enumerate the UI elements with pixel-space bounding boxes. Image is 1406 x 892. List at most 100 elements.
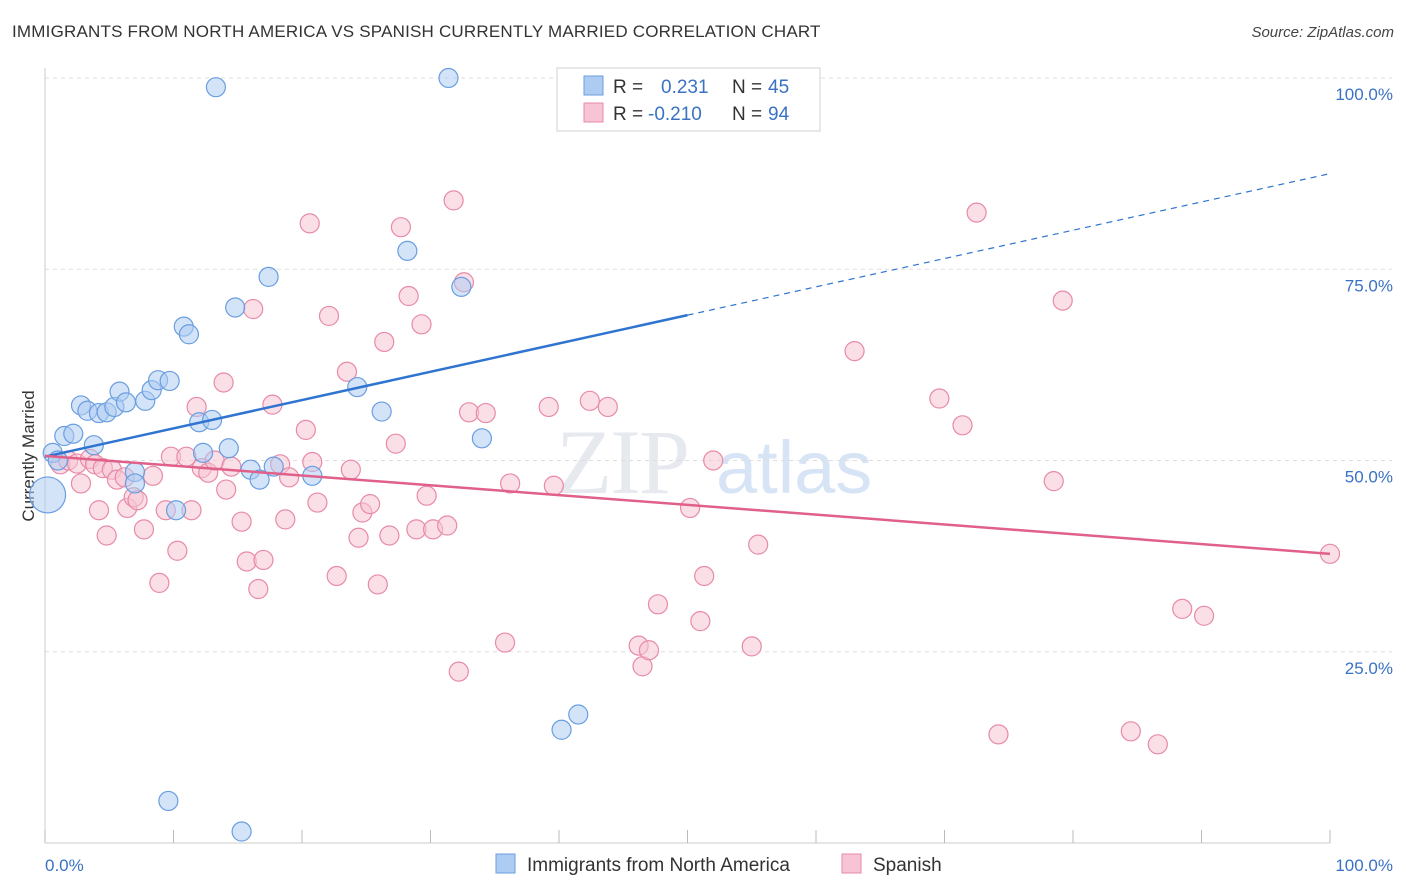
spanish-point-39 — [299, 213, 320, 234]
immigrants-point-31 — [258, 266, 279, 287]
spanish-point-46 — [340, 459, 361, 480]
spanish-point-62 — [448, 661, 469, 682]
legend-swatch-pink — [583, 102, 604, 123]
spanish-point-31 — [236, 551, 257, 572]
spanish-point-65 — [475, 402, 496, 424]
bottom-legend-swatch-blue — [495, 853, 516, 874]
spanish-point-50 — [367, 574, 388, 595]
spanish-point-40 — [295, 419, 316, 440]
y-tick-labels: 25.0% 50.0% 75.0% 100.0% — [1335, 85, 1393, 678]
x-tick-label-1: 100.0% — [1335, 856, 1393, 875]
spanish-point-45 — [336, 361, 358, 382]
spanish-point-6 — [88, 500, 110, 521]
legend-n-label-2: N = — [732, 104, 762, 125]
immigrants-point-12 — [115, 392, 137, 413]
top-legend: R = 0.231 N = 45 R = -0.210 N = 94 — [556, 67, 821, 132]
legend-n-label-1: N = — [732, 77, 762, 98]
immigrants-point-21 — [178, 324, 200, 345]
spanish-point-61 — [443, 190, 464, 211]
immigrants-point-38 — [451, 276, 472, 297]
spanish-point-90 — [1147, 734, 1168, 755]
spanish-point-20 — [167, 540, 188, 561]
spanish-point-51 — [374, 331, 395, 353]
spanish-point-44 — [326, 565, 347, 587]
spanish-point-14 — [127, 490, 148, 511]
immigrants-point-0 — [28, 476, 67, 514]
spanish-point-87 — [1043, 471, 1064, 492]
spanish-point-53 — [385, 433, 406, 454]
spanish-point-66 — [494, 632, 516, 653]
spanish-point-38 — [279, 467, 300, 488]
spanish-point-3 — [70, 473, 92, 494]
immigrants-point-18 — [159, 370, 180, 392]
immigrants-point-26 — [218, 438, 239, 459]
immigrants-point-42 — [158, 790, 179, 812]
series-immigrants-points — [28, 67, 666, 842]
y-tick-label-2: 75.0% — [1345, 276, 1393, 295]
spanish-point-84 — [952, 415, 973, 436]
legend-r-label-2: R = — [613, 104, 643, 125]
spanish-point-69 — [543, 475, 564, 496]
spanish-point-60 — [437, 515, 458, 536]
legend-r-value-2: -0.210 — [648, 104, 702, 125]
spanish-point-34 — [253, 549, 274, 571]
chart-source: Source: ZipAtlas.com — [1251, 24, 1394, 41]
spanish-point-74 — [638, 640, 660, 661]
legend-r-label-1: R = — [613, 77, 643, 98]
spanish-point-43 — [318, 305, 340, 327]
spanish-point-33 — [248, 578, 269, 600]
trendline-immigrants — [44, 313, 688, 458]
bottom-legend-label-spanish: Spanish — [873, 855, 942, 876]
spanish-point-70 — [579, 390, 600, 411]
spanish-point-55 — [398, 285, 419, 307]
immigrants-point-40 — [551, 719, 572, 740]
spanish-point-29 — [221, 456, 242, 477]
spanish-point-81 — [748, 534, 769, 555]
spanish-point-17 — [149, 572, 170, 594]
spanish-point-80 — [741, 636, 762, 657]
spanish-point-42 — [307, 492, 328, 513]
spanish-point-68 — [538, 396, 559, 418]
spanish-point-75 — [647, 594, 669, 615]
chart-title: IMMIGRANTS FROM NORTH AMERICA VS SPANISH… — [12, 22, 821, 41]
spanish-point-88 — [1052, 290, 1073, 311]
immigrants-point-39 — [471, 428, 492, 449]
spanish-point-49 — [360, 494, 381, 515]
immigrants-point-19 — [165, 500, 187, 521]
spanish-point-15 — [133, 519, 155, 540]
y-tick-label-1: 50.0% — [1345, 468, 1393, 487]
immigrants-point-28 — [231, 821, 252, 842]
trendlines — [44, 173, 1331, 556]
immigrants-point-23 — [192, 442, 214, 463]
x-tick-label-0: 0.0% — [45, 856, 84, 875]
spanish-point-37 — [275, 509, 296, 530]
immigrants-point-30 — [249, 469, 270, 490]
spanish-point-30 — [231, 511, 252, 532]
immigrants-point-35 — [371, 401, 392, 422]
spanish-point-28 — [216, 479, 237, 500]
spanish-point-71 — [597, 396, 618, 418]
spanish-point-57 — [411, 314, 432, 335]
spanish-point-82 — [844, 341, 865, 362]
trendline-spanish — [44, 454, 1331, 556]
trendline-immigrants-extension — [687, 173, 1331, 316]
spanish-point-86 — [988, 724, 1009, 745]
immigrants-point-32 — [263, 456, 284, 477]
y-tick-label-3: 100.0% — [1335, 85, 1393, 104]
spanish-point-58 — [416, 485, 437, 506]
y-tick-label-0: 25.0% — [1345, 659, 1393, 678]
immigrants-point-37 — [438, 67, 459, 89]
spanish-point-92 — [1193, 605, 1215, 626]
immigrants-point-36 — [397, 240, 418, 261]
watermark-atlas: atlas — [716, 426, 872, 509]
spanish-point-32 — [243, 298, 264, 320]
immigrants-point-27 — [225, 297, 246, 318]
spanish-point-78 — [694, 565, 715, 587]
legend-n-value-2: 94 — [768, 104, 790, 125]
spanish-point-8 — [96, 525, 117, 546]
spanish-point-54 — [390, 217, 412, 238]
watermark-zip: ZIP — [556, 411, 688, 513]
spanish-point-85 — [966, 202, 987, 223]
bottom-legend: Immigrants from North America Spanish — [495, 853, 942, 876]
